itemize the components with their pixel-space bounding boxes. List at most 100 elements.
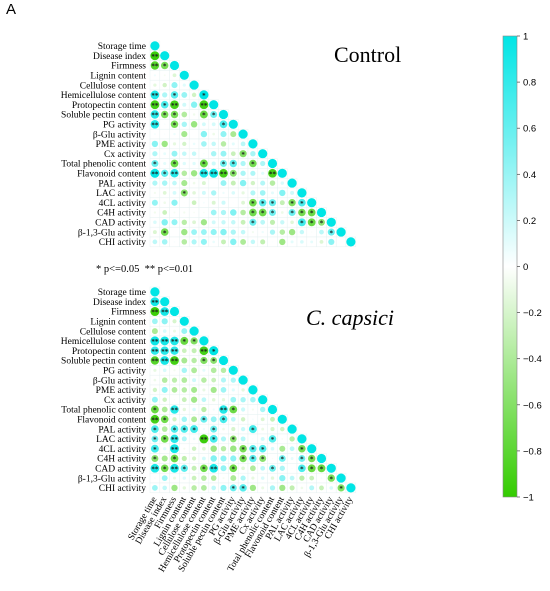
correlation-circle	[181, 455, 187, 462]
row-label: PG activity	[103, 121, 146, 131]
correlation-circle	[202, 446, 206, 451]
correlation-circle	[316, 453, 327, 464]
correlation-circle	[251, 476, 255, 480]
correlation-circle	[271, 241, 274, 243]
colorbar-tick-label: 0.4	[523, 170, 536, 181]
correlation-circle	[219, 415, 228, 424]
correlation-circle	[228, 119, 238, 129]
correlation-circle	[201, 397, 207, 403]
correlation-circle	[297, 188, 307, 198]
significance-marker: *	[300, 220, 304, 228]
significance-marker: *	[271, 466, 275, 474]
correlation-circle	[191, 386, 198, 393]
correlation-circle	[151, 199, 158, 206]
correlation-circle	[277, 168, 287, 178]
correlation-circle	[181, 111, 188, 118]
significance-marker: *	[271, 436, 275, 444]
correlation-circle	[260, 239, 266, 245]
correlation-circle	[240, 426, 246, 432]
correlation-circle	[258, 149, 268, 159]
correlation-circle	[229, 435, 237, 443]
colorbar-tick-label: −0.2	[523, 308, 542, 319]
correlation-circle	[240, 436, 246, 442]
significance-marker: **	[171, 436, 179, 444]
correlation-circle	[230, 180, 236, 186]
significance-marker: *	[251, 161, 255, 169]
correlation-circle	[220, 465, 227, 472]
correlation-circle	[260, 406, 266, 413]
correlation-circle	[211, 220, 216, 225]
correlation-circle	[209, 463, 219, 473]
correlation-circle	[182, 151, 187, 156]
correlation-circle	[191, 485, 197, 491]
correlation-circle	[248, 425, 257, 434]
correlation-circle	[229, 484, 237, 492]
significance-marker: *	[153, 456, 157, 464]
correlation-circle	[179, 316, 189, 326]
significance-marker: *	[222, 161, 226, 169]
correlation-circle	[240, 238, 247, 245]
significance-marker: *	[281, 456, 285, 464]
colorbar-tick-label: 1	[523, 32, 528, 43]
correlation-circle	[181, 219, 187, 225]
correlation-circle	[209, 346, 219, 356]
correlation-circle	[211, 397, 216, 402]
correlation-circle	[150, 120, 160, 129]
correlation-circle	[268, 199, 277, 207]
correlation-circle	[201, 141, 207, 147]
correlation-circle	[211, 190, 217, 196]
row-label: PME activity	[96, 386, 147, 396]
correlation-circle	[182, 161, 186, 166]
correlation-circle	[220, 209, 227, 216]
correlation-circle	[221, 398, 226, 402]
correlation-circle	[260, 465, 266, 471]
correlation-circle	[258, 208, 267, 217]
significance-marker: *	[241, 446, 245, 454]
correlation-circle	[231, 142, 235, 146]
correlation-circle	[201, 122, 206, 127]
correlation-circle	[220, 367, 227, 374]
correlation-circle	[221, 239, 226, 245]
correlation-circle	[298, 464, 306, 473]
correlation-circle	[200, 464, 208, 473]
correlation-circle	[270, 427, 275, 432]
correlation-circle	[173, 369, 176, 372]
correlation-circle	[163, 74, 166, 77]
correlation-circle	[170, 454, 179, 463]
correlation-circle	[172, 73, 177, 78]
correlation-circle	[212, 240, 216, 244]
correlation-circle	[219, 120, 228, 129]
correlation-circle	[248, 139, 258, 149]
significance-marker: **	[161, 358, 169, 366]
correlation-circle	[240, 397, 246, 403]
row-label: β-1,3-Glu activity	[78, 474, 146, 484]
significance-marker: *	[251, 220, 255, 228]
correlation-circle	[152, 180, 158, 186]
significance-marker: *	[290, 210, 294, 218]
correlation-circle	[307, 198, 317, 208]
correlation-circle	[210, 150, 217, 157]
correlation-circle	[183, 211, 186, 214]
correlation-circle	[220, 131, 227, 138]
correlation-circle	[153, 211, 157, 214]
significance-marker: **	[151, 53, 159, 61]
correlation-circle	[211, 485, 216, 491]
correlation-circle	[150, 51, 160, 61]
significance-marker: *	[330, 229, 334, 237]
correlation-circle	[258, 444, 267, 453]
correlation-circle	[154, 477, 156, 479]
correlation-circle	[172, 319, 177, 324]
correlation-circle	[160, 228, 169, 236]
correlation-circle	[221, 220, 226, 225]
significance-marker: *	[310, 466, 314, 474]
significance-marker: *	[261, 456, 265, 464]
correlation-circle	[210, 367, 217, 374]
correlation-circle	[219, 168, 228, 178]
correlation-circle	[190, 425, 199, 434]
significance-marker: *	[153, 426, 157, 434]
correlation-circle	[250, 239, 256, 245]
correlation-circle	[249, 208, 257, 217]
correlation-circle	[163, 152, 167, 156]
correlation-circle	[320, 477, 323, 480]
